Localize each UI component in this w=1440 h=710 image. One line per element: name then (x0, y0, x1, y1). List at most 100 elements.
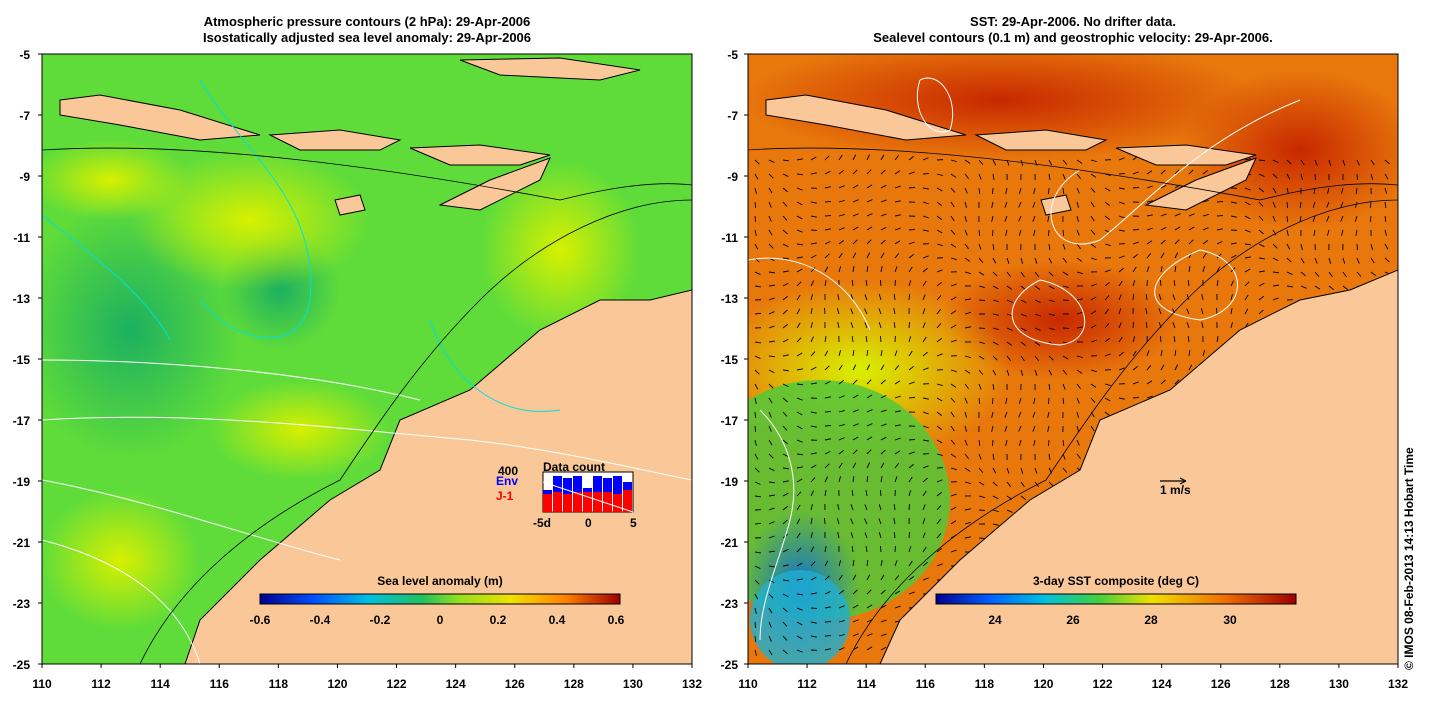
lon-tick-label: 114 (151, 677, 171, 691)
velocity-arrow (1090, 187, 1096, 193)
velocity-arrow (1174, 265, 1177, 273)
velocity-arrow (1104, 281, 1111, 287)
inset-j1-bar (543, 494, 552, 512)
java-land (59, 94, 261, 141)
velocity-arrow (880, 462, 885, 469)
velocity-arrow (880, 545, 882, 553)
velocity-arrow (1258, 243, 1265, 248)
velocity-arrow (768, 355, 776, 358)
velocity-arrow (1076, 243, 1081, 250)
pressure-contour (42, 479, 341, 561)
velocity-arrow (964, 201, 968, 208)
velocity-arrow (1272, 229, 1277, 236)
velocity-arrow (1258, 270, 1265, 273)
velocity-arrow (838, 266, 842, 273)
velocity-arrow (754, 312, 762, 315)
velocity-arrow (950, 549, 957, 553)
velocity-arrow (964, 425, 968, 432)
velocity-arrow (1104, 215, 1111, 221)
velocity-arrow (1005, 439, 1008, 446)
velocity-arrow (894, 350, 898, 357)
velocity-arrow (1048, 243, 1051, 251)
velocity-arrow (1048, 299, 1055, 303)
timor-land (1144, 157, 1257, 211)
velocity-arrow (824, 253, 830, 259)
velocity-arrow (768, 397, 773, 404)
inset-j1-label: J-1 (496, 489, 514, 503)
lon-tick-label: 128 (564, 677, 584, 691)
velocity-arrow (936, 453, 943, 457)
velocity-arrow (850, 308, 854, 315)
velocity-arrow (810, 351, 816, 357)
velocity-arrow (978, 481, 985, 486)
velocity-arrow (810, 308, 813, 315)
velocity-arrow (1356, 257, 1360, 264)
sealevel-contour (748, 257, 871, 331)
velocity-arrow (894, 575, 900, 581)
velocity-arrow (836, 308, 840, 315)
velocity-arrow (1006, 257, 1010, 264)
velocity-arrow (1230, 294, 1233, 301)
velocity-arrow (852, 449, 858, 455)
velocity-arrow (1172, 294, 1176, 301)
velocity-arrow (992, 369, 997, 376)
velocity-arrow (992, 327, 999, 331)
velocity-arrow (1020, 313, 1027, 317)
velocity-arrow (1076, 411, 1080, 418)
velocity-arrow (810, 464, 817, 469)
velocity-arrow (1355, 187, 1358, 194)
velocity-arrow (1230, 322, 1233, 329)
velocity-arrow (838, 409, 845, 413)
velocity-arrow (908, 365, 915, 371)
velocity-arrow (838, 169, 844, 175)
velocity-arrow (824, 266, 829, 273)
australia-land (879, 269, 1398, 664)
velocity-arrow (796, 173, 804, 176)
velocity-arrow (754, 369, 760, 375)
velocity-arrow (893, 531, 896, 539)
velocity-arrow (1272, 201, 1276, 208)
velocity-arrow (866, 169, 872, 175)
velocity-arrow (950, 520, 957, 525)
velocity-arrow (768, 507, 775, 511)
velocity-arrow (1258, 187, 1264, 193)
velocity-arrow (1006, 467, 1010, 474)
velocity-arrow (796, 158, 803, 161)
velocity-arrow (1076, 311, 1083, 315)
velocity-arrow (1342, 285, 1349, 291)
velocity-arrow (1047, 425, 1050, 432)
velocity-arrow (866, 239, 872, 245)
sealevel-contour (1050, 99, 1301, 245)
velocity-arrow (810, 267, 816, 273)
velocity-arrow (768, 369, 775, 374)
velocity-arrow (796, 562, 803, 567)
velocity-arrow (1300, 271, 1306, 277)
lon-tick-label: 132 (682, 677, 702, 691)
velocity-arrow (1314, 285, 1321, 290)
velocity-arrow (1020, 257, 1024, 264)
lat-tick-label: -5 (727, 48, 738, 62)
velocity-arrow (978, 495, 985, 498)
velocity-arrow (922, 229, 929, 232)
velocity-arrow (1328, 271, 1333, 278)
velocity-arrow (950, 493, 957, 497)
velocity-arrow (1160, 252, 1165, 259)
velocity-arrow (894, 463, 900, 469)
colorbar-tick: -0.4 (310, 613, 331, 627)
velocity-arrow (796, 411, 803, 416)
velocity-arrow (1118, 367, 1125, 371)
velocity-arrow (810, 592, 817, 595)
velocity-arrow (852, 199, 859, 203)
velocity-arrow (1062, 229, 1065, 237)
velocity-arrow (782, 579, 789, 582)
velocity-arrow (908, 381, 915, 385)
velocity-arrow (810, 242, 817, 245)
velocity-arrow (880, 364, 885, 371)
velocity-arrow (754, 565, 761, 570)
velocity-arrow (810, 201, 817, 204)
velocity-arrow (1370, 243, 1373, 250)
velocity-arrow (908, 171, 915, 175)
velocity-arrow (908, 266, 913, 273)
velocity-arrow (978, 467, 984, 473)
velocity-arrow (936, 323, 942, 329)
